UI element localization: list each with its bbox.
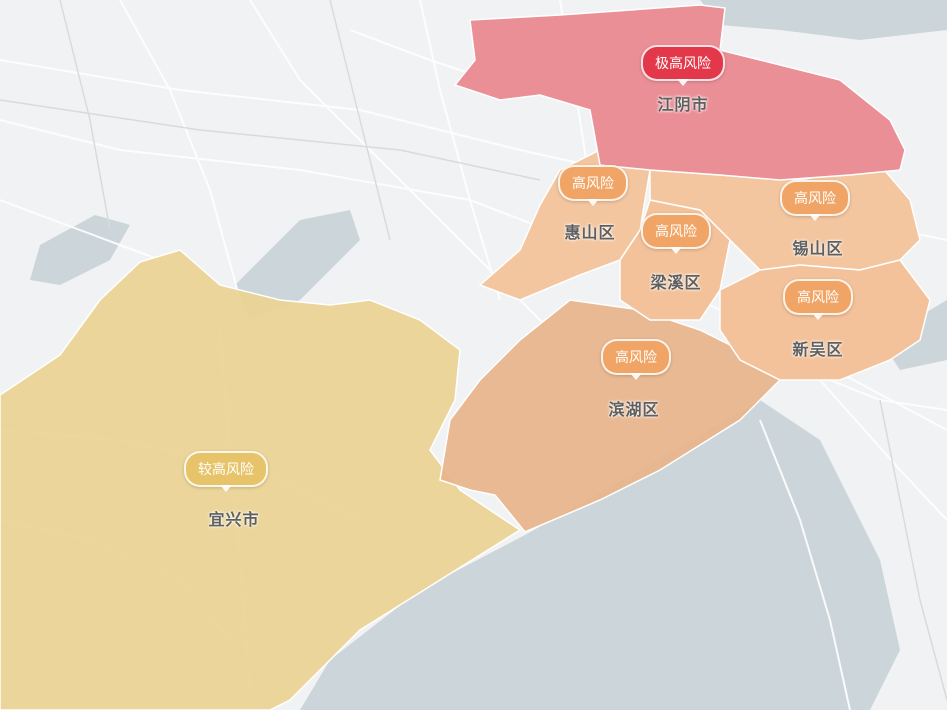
region-label-huishan: 惠山区 — [564, 223, 616, 242]
region-shape-jiangyin[interactable] — [453, 4, 906, 181]
region-label-xishan: 锡山区 — [792, 239, 844, 258]
region-label-binhu: 滨湖区 — [608, 400, 660, 419]
region-shape-xinwu[interactable] — [719, 259, 931, 381]
region-label-xinwu: 新吴区 — [792, 340, 844, 359]
risk-badge-jiangyin[interactable]: 极高风险 — [641, 45, 725, 81]
risk-badge-xishan[interactable]: 高风险 — [780, 180, 850, 216]
risk-badge-liangxi[interactable]: 高风险 — [641, 213, 711, 249]
region-label-yixing: 宜兴市 — [208, 510, 260, 529]
small-lake — [30, 215, 130, 285]
yangtze-river — [700, 0, 947, 40]
risk-badge-huishan[interactable]: 高风险 — [558, 165, 628, 201]
taihu-lake — [300, 400, 900, 710]
risk-badge-binhu[interactable]: 高风险 — [601, 339, 671, 375]
region-label-liangxi: 梁溪区 — [650, 273, 702, 292]
region-label-jiangyin: 江阴市 — [657, 95, 709, 114]
risk-badge-yixing[interactable]: 较高风险 — [184, 451, 268, 487]
small-lake — [235, 210, 360, 320]
risk-badge-xinwu[interactable]: 高风险 — [783, 279, 853, 315]
